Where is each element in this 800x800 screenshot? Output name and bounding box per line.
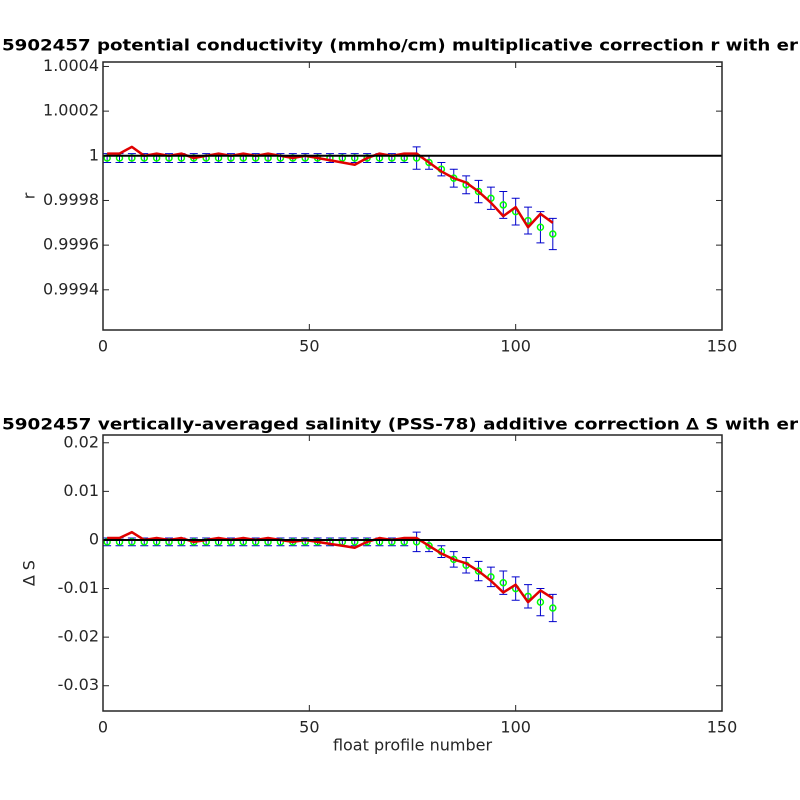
data-line — [107, 145, 554, 229]
chart-title: 5902457 vertically-averaged salinity (PS… — [2, 415, 798, 434]
error-bar — [511, 576, 520, 601]
error-bar — [548, 217, 557, 251]
x-tick-label: 100 — [500, 337, 531, 356]
y-tick-label: 1 — [89, 145, 99, 164]
fit-point — [536, 598, 545, 606]
x-axis-label: float profile number — [333, 736, 493, 755]
error-bar — [437, 545, 446, 558]
x-tick-label: 50 — [299, 718, 319, 737]
fit-point — [549, 604, 557, 612]
error-bar — [499, 570, 508, 595]
y-tick-label: -0.02 — [58, 627, 99, 646]
y-tick-label: 0.9994 — [43, 279, 99, 298]
y-tick-label: 0 — [89, 529, 99, 548]
fit-point — [549, 230, 557, 238]
error-bar — [412, 531, 421, 553]
x-tick-label: 50 — [299, 337, 319, 356]
y-tick-label: 0.9996 — [43, 235, 99, 254]
fit-point — [499, 578, 508, 587]
plot-area — [103, 62, 722, 330]
chart-title: 5902457 potential conductivity (mmho/cm)… — [2, 36, 798, 55]
data-line — [107, 530, 554, 604]
fit-point — [499, 201, 508, 209]
fit-point — [425, 158, 433, 167]
error-bar — [536, 588, 545, 617]
x-tick-label: 150 — [707, 718, 738, 737]
y-tick-label: 0.02 — [63, 432, 99, 451]
error-bar — [462, 175, 471, 195]
fit-point — [474, 567, 483, 575]
fit-point — [474, 187, 483, 196]
y-tick-label: 0.9998 — [43, 190, 99, 209]
fit-point — [536, 223, 545, 232]
x-tick-label: 150 — [707, 337, 738, 356]
axes-box — [102, 434, 723, 712]
plot-area — [103, 435, 722, 711]
x-tick-label: 0 — [98, 718, 108, 737]
error-bar — [548, 593, 557, 623]
fit-point — [128, 538, 136, 546]
fit-point — [425, 542, 433, 550]
error-bar — [524, 206, 533, 235]
x-tick-label: 100 — [500, 718, 531, 737]
y-tick-label: -0.03 — [58, 675, 99, 694]
error-bar — [462, 556, 471, 574]
error-bar — [412, 146, 421, 170]
y-tick-label: 0.01 — [63, 481, 99, 500]
y-tick-label: -0.01 — [58, 578, 99, 597]
error-bar — [499, 191, 508, 219]
axes-box — [102, 61, 723, 331]
y-tick-label: 1.0004 — [43, 56, 99, 75]
error-bar — [486, 566, 495, 588]
error-bar — [536, 211, 545, 244]
error-bar — [437, 162, 446, 177]
y-axis-label: ∆ S — [20, 560, 39, 587]
fit-point — [350, 538, 359, 546]
x-tick-label: 0 — [98, 337, 108, 356]
error-bar — [511, 197, 520, 226]
error-bar — [524, 584, 533, 609]
error-bar — [486, 186, 495, 210]
y-axis-label: r — [20, 192, 39, 199]
y-tick-label: 1.0002 — [43, 101, 99, 120]
